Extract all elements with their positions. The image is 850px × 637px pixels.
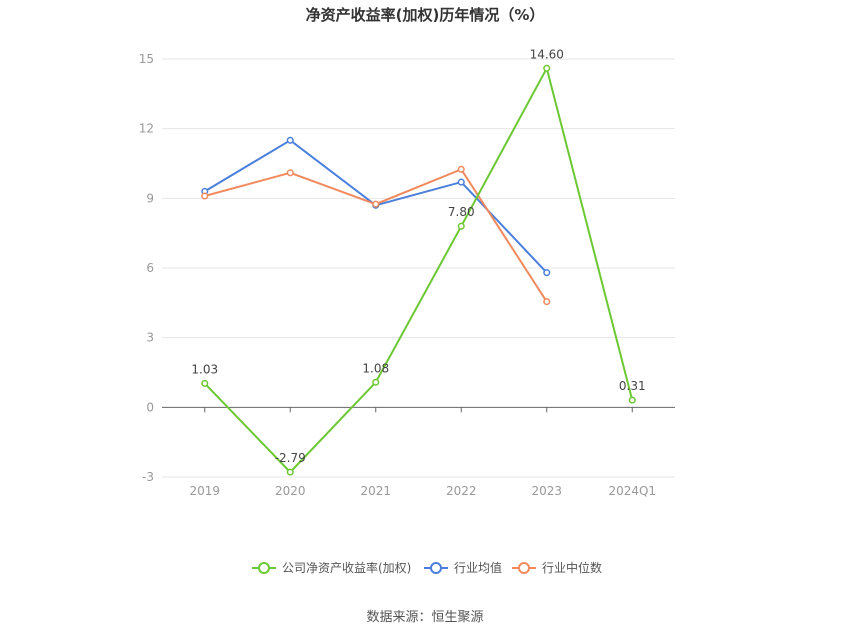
legend-item[interactable]: 公司净资产收益率(加权) <box>252 560 411 575</box>
y-tick-label: 9 <box>146 191 154 205</box>
x-tick-label: 2020 <box>275 484 306 498</box>
legend-item[interactable]: 行业中位数 <box>512 560 602 575</box>
y-tick-label: 6 <box>146 261 154 275</box>
legend[interactable]: 公司净资产收益率(加权) 行业均值 行业中位数 <box>252 560 602 575</box>
series-2 <box>201 165 551 306</box>
data-point[interactable] <box>286 169 294 177</box>
data-point[interactable] <box>372 200 380 208</box>
x-tick-label: 2019 <box>189 484 220 498</box>
y-tick-label: -3 <box>142 470 154 484</box>
y-tick-label: 12 <box>139 122 154 136</box>
legend-marker <box>258 562 270 574</box>
legend-marker <box>430 562 442 574</box>
series-line <box>204 65 634 474</box>
data-point[interactable] <box>457 178 465 186</box>
y-axis: -3 0 3 6 9 12 15 <box>139 52 154 484</box>
y-tick-label: 3 <box>146 331 154 345</box>
data-label: 1.08 <box>362 361 389 375</box>
data-point[interactable] <box>543 64 551 72</box>
data-point[interactable] <box>457 165 465 173</box>
data-label: 7.80 <box>448 205 475 219</box>
x-tick-label: 2024Q1 <box>608 484 656 498</box>
y-tick-label: 0 <box>146 400 154 414</box>
legend-item[interactable]: 行业均值 <box>424 560 502 575</box>
data-point[interactable] <box>286 136 294 144</box>
legend-label: 行业中位数 <box>542 560 602 575</box>
y-tick-label: 15 <box>139 52 154 66</box>
x-tick-label: 2021 <box>360 484 391 498</box>
series-group: 1.03 -2.79 1.08 7.80 14.60 0.31 <box>191 47 646 476</box>
data-label: 14.60 <box>530 47 564 61</box>
series-line <box>204 168 548 303</box>
legend-label: 公司净资产收益率(加权) <box>282 560 411 575</box>
data-point[interactable] <box>201 379 209 387</box>
chart-title: 净资产收益率(加权)历年情况（%） <box>306 6 545 24</box>
data-label: 1.03 <box>191 362 218 376</box>
data-point[interactable] <box>372 378 380 386</box>
x-tick-label: 2022 <box>446 484 477 498</box>
data-point[interactable] <box>457 222 465 230</box>
x-tick-label: 2023 <box>531 484 562 498</box>
legend-label: 行业均值 <box>454 560 502 575</box>
data-source: 数据来源：恒生聚源 <box>366 610 483 625</box>
legend-marker <box>518 562 530 574</box>
x-axis: 2019 2020 2021 2022 2023 2024Q1 <box>162 406 675 498</box>
data-point[interactable] <box>543 269 551 277</box>
data-point[interactable] <box>201 192 209 200</box>
data-label: -2.79 <box>275 451 306 465</box>
data-point[interactable] <box>543 298 551 306</box>
data-point[interactable] <box>286 468 294 476</box>
grid-lines <box>162 58 675 478</box>
data-label: 0.31 <box>619 379 646 393</box>
series-0: 1.03 -2.79 1.08 7.80 14.60 0.31 <box>191 47 646 476</box>
data-point[interactable] <box>628 396 636 404</box>
